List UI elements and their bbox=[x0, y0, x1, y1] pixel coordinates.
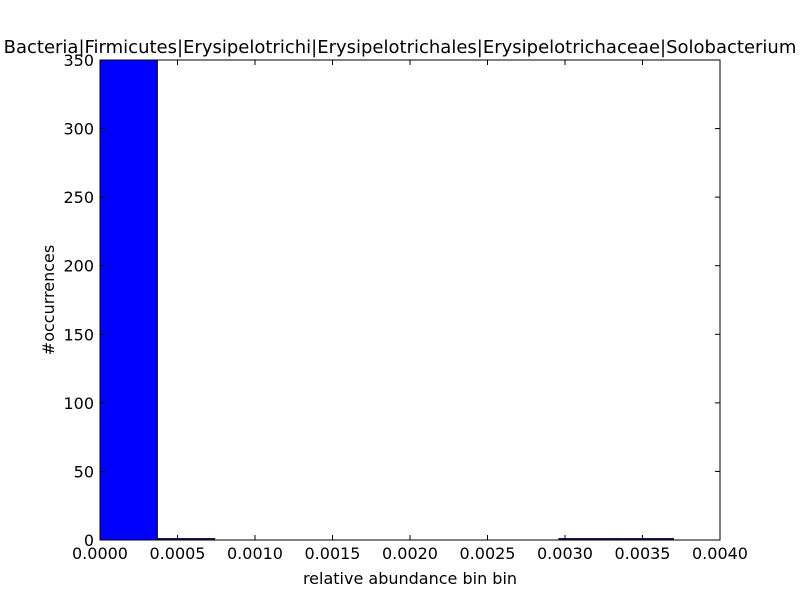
x-tick-label-0: 0.0000 bbox=[72, 544, 128, 563]
x-tick-label-8: 0.0040 bbox=[692, 544, 748, 563]
chart-title: Bacteria|Firmicutes|Erysipelotrichi|Erys… bbox=[4, 37, 797, 58]
x-tick-label-6: 0.0030 bbox=[537, 544, 593, 563]
x-tick-label-7: 0.0035 bbox=[615, 544, 671, 563]
y-tick-label-2: 100 bbox=[63, 394, 94, 413]
x-tick-label-1: 0.0005 bbox=[150, 544, 206, 563]
y-axis-label: #occurrences bbox=[39, 245, 58, 355]
x-tick-label-3: 0.0015 bbox=[305, 544, 361, 563]
x-tick-label-5: 0.0025 bbox=[460, 544, 516, 563]
x-tick-label-2: 0.0010 bbox=[227, 544, 283, 563]
ticks-group: 0.0000 0.0005 0.0010 0.0015 0.0020 0.0025 0.00… bbox=[63, 51, 748, 563]
x-axis-label: relative abundance bin bin bbox=[303, 569, 517, 588]
plot-frame bbox=[99, 59, 721, 541]
x-tick-label-4: 0.0020 bbox=[382, 544, 438, 563]
bars-group bbox=[99, 59, 675, 541]
y-tick-label-4: 200 bbox=[63, 257, 94, 276]
y-tick-label-6: 300 bbox=[63, 120, 94, 139]
histogram-bar-0 bbox=[99, 59, 158, 541]
y-tick-label-5: 250 bbox=[63, 188, 94, 207]
y-tick-label-1: 50 bbox=[74, 462, 94, 481]
y-tick-label-0: 0 bbox=[84, 531, 94, 550]
y-tick-label-3: 150 bbox=[63, 325, 94, 344]
y-tick-label-7: 350 bbox=[63, 51, 94, 70]
